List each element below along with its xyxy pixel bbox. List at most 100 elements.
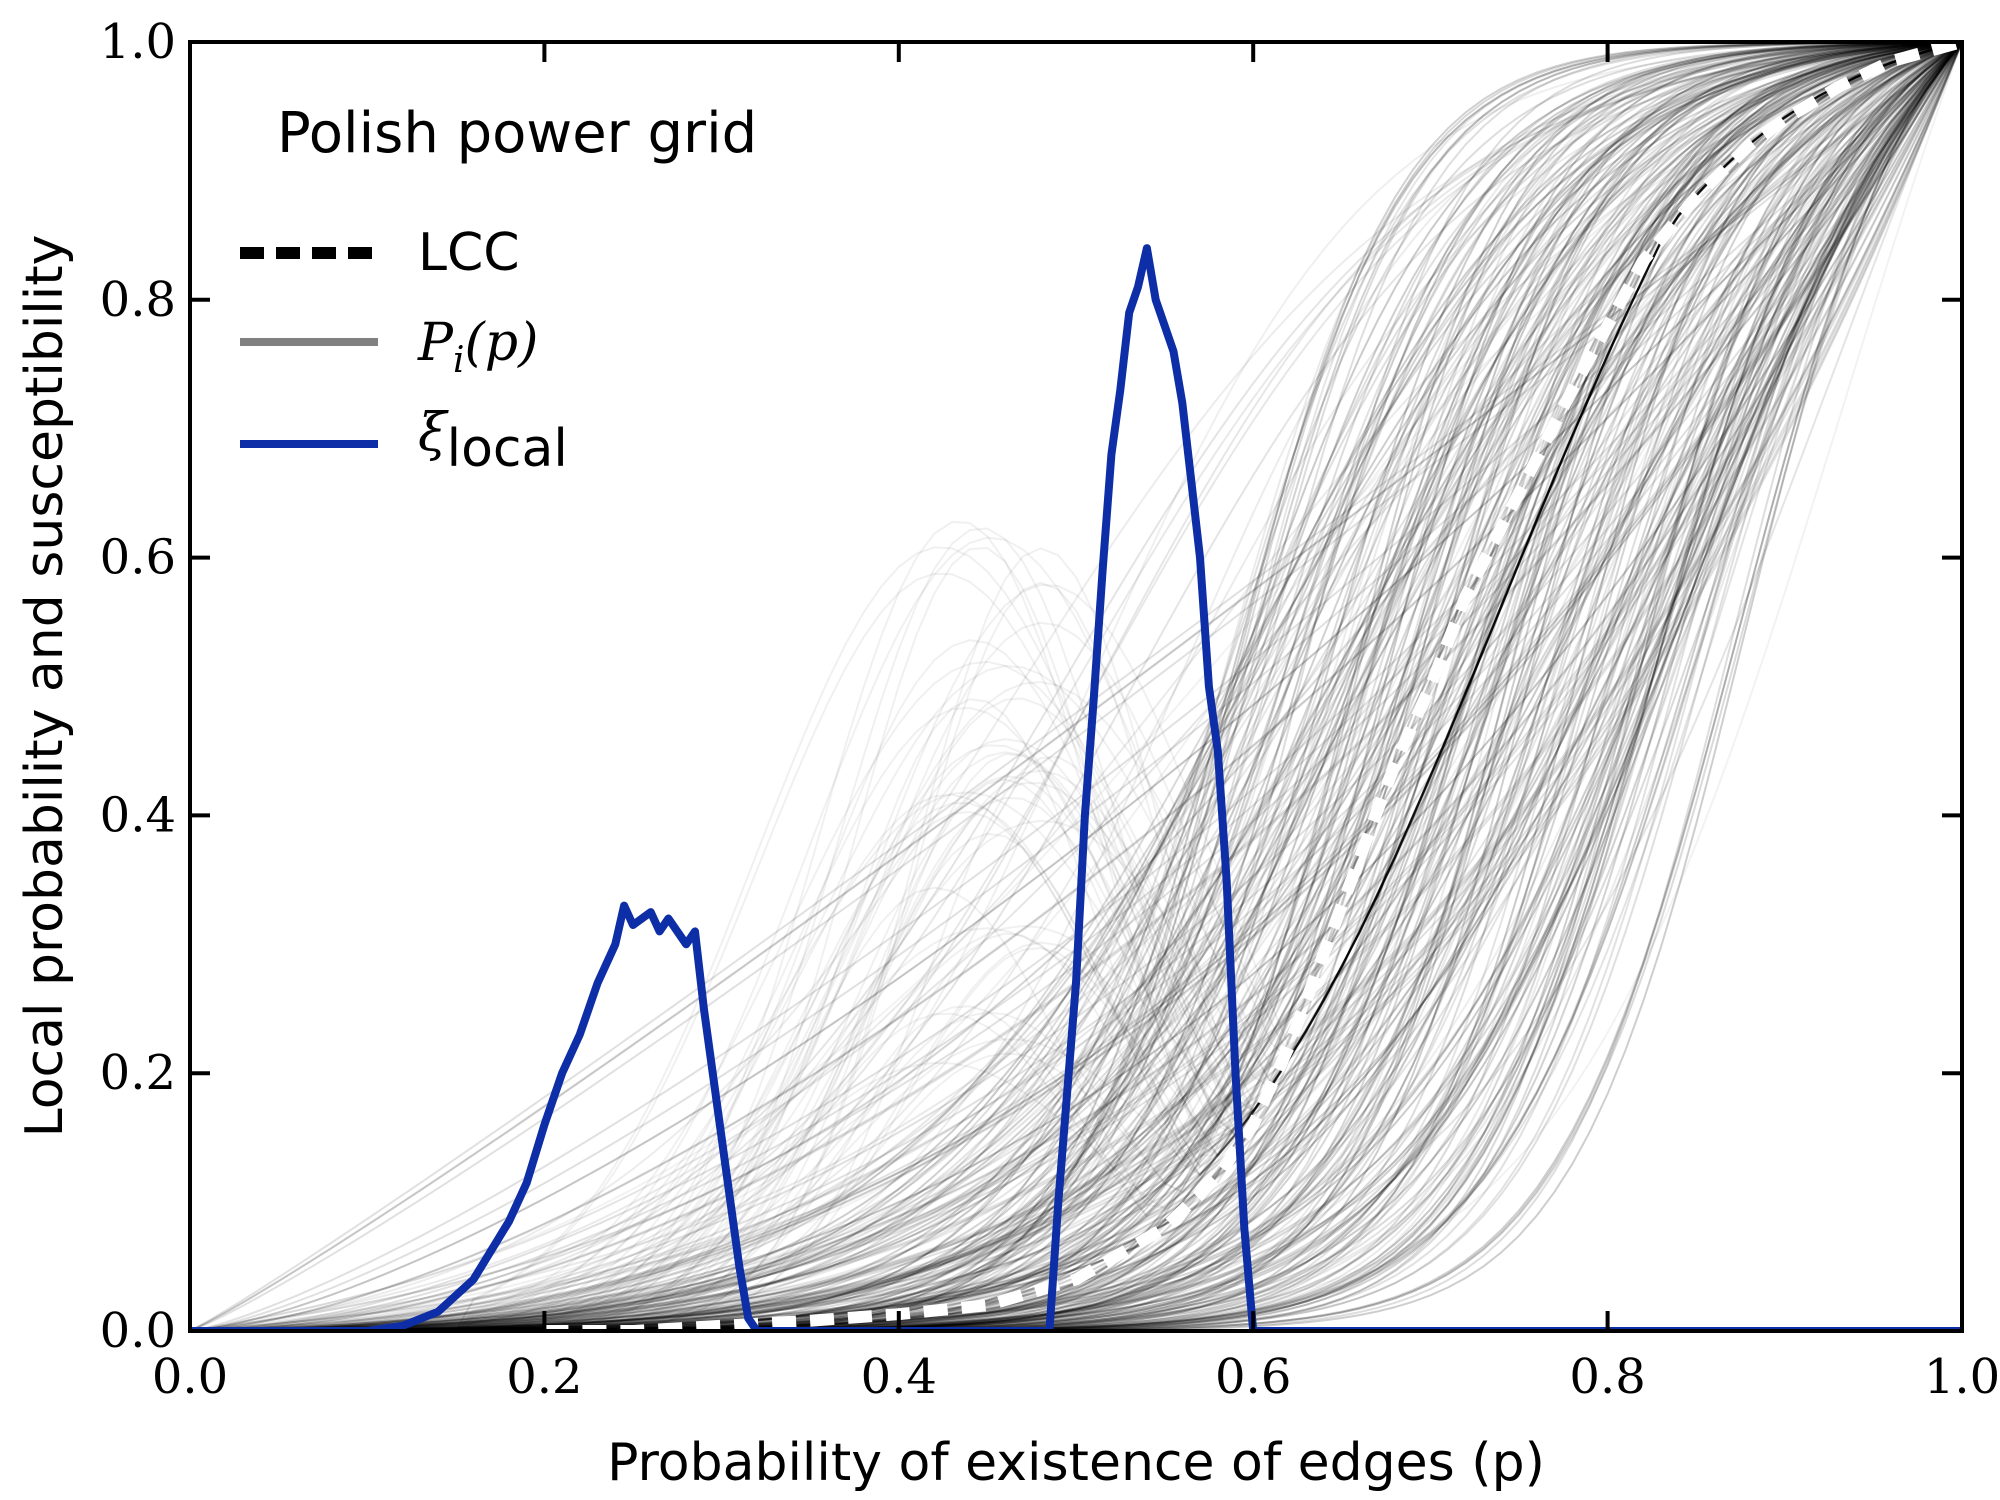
node-curve	[190, 42, 1962, 1331]
node-curve-diagonal	[190, 42, 1962, 1331]
node-curve	[190, 42, 1962, 1331]
node-curve	[190, 42, 1962, 1331]
node-curve	[190, 42, 1962, 1331]
node-curve-diagonal	[190, 42, 1962, 1331]
node-curve	[190, 42, 1962, 1331]
node-curve	[190, 42, 1962, 1331]
node-curve	[190, 42, 1962, 1331]
node-curve-diagonal	[190, 42, 1962, 1331]
node-curve	[190, 42, 1962, 1331]
series-xi-local-line	[190, 244, 1962, 1331]
node-curve	[190, 42, 1962, 1331]
node-curve	[190, 42, 1962, 1331]
node-curve	[190, 42, 1962, 1331]
node-curve-diagonal	[190, 42, 1962, 1331]
node-curve	[190, 42, 1962, 1331]
node-curve-diagonal	[190, 42, 1962, 1331]
node-curve	[190, 42, 1962, 1331]
node-curve	[190, 42, 1962, 1331]
node-curve-diagonal	[190, 42, 1962, 1331]
node-curve	[190, 42, 1962, 1331]
node-curve	[190, 42, 1962, 1331]
node-curve	[190, 42, 1962, 1331]
node-curve-diagonal	[190, 42, 1962, 1331]
node-curve	[190, 42, 1962, 1331]
node-curve	[190, 42, 1962, 1331]
node-curve	[190, 42, 1962, 1331]
y-tick-label: 0.2	[100, 1045, 176, 1101]
node-curve	[190, 42, 1962, 1331]
node-curve	[190, 42, 1962, 1331]
node-curve	[190, 42, 1962, 1331]
node-curve	[190, 42, 1962, 1331]
node-curve	[190, 42, 1962, 1331]
node-curve	[190, 42, 1962, 1331]
node-curve	[190, 42, 1962, 1331]
y-tick-label: 0.6	[100, 530, 176, 586]
node-curve	[190, 42, 1962, 1331]
node-curve-diagonal	[190, 42, 1962, 1331]
node-curve	[190, 42, 1962, 1331]
node-curve-diagonal	[190, 42, 1962, 1331]
node-curve	[190, 42, 1962, 1331]
node-curve	[190, 42, 1962, 1331]
y-axis-label: Local probability and susceptibility	[15, 235, 75, 1138]
node-curve-diagonal	[190, 42, 1962, 1331]
node-curve	[190, 42, 1962, 1331]
node-curve	[190, 42, 1962, 1331]
node-curve	[190, 42, 1962, 1331]
node-curve	[190, 42, 1962, 1331]
node-curve	[190, 42, 1962, 1331]
node-curve-diagonal	[190, 42, 1962, 1331]
node-curve-diagonal	[190, 42, 1962, 1331]
node-curve	[190, 42, 1962, 1331]
node-curve	[190, 42, 1962, 1331]
node-curve	[190, 42, 1962, 1331]
node-curve-diagonal	[190, 42, 1962, 1331]
node-curve	[190, 42, 1962, 1331]
node-curve-diagonal	[190, 42, 1962, 1331]
node-curve	[190, 42, 1962, 1331]
node-curve-diagonal	[190, 42, 1962, 1331]
y-tick-label: 1.0	[100, 14, 176, 70]
y-tick-label: 0.4	[100, 787, 176, 843]
node-curve	[190, 42, 1962, 1331]
node-curve-diagonal	[190, 42, 1962, 1331]
node-curve	[190, 42, 1962, 1331]
node-curve	[190, 42, 1962, 1331]
node-curve-diagonal	[190, 42, 1962, 1331]
node-curve	[190, 42, 1962, 1331]
node-curve	[190, 42, 1962, 1331]
node-curve	[190, 42, 1962, 1331]
node-curve	[190, 42, 1962, 1331]
y-tick-label: 0.8	[100, 272, 176, 328]
node-curve	[190, 42, 1962, 1331]
x-tick-label: 0.0	[152, 1349, 228, 1405]
node-curve	[190, 42, 1962, 1331]
x-axis-label: Probability of existence of edges (p)	[607, 1433, 1545, 1493]
node-curve	[190, 42, 1962, 1331]
axis-ticks: 0.0 0.2 0.4 0.6 0.8 1.0 0.0 0.2 0.4 0.6 0.8 1.0	[100, 14, 2000, 1405]
node-curve-diagonal	[190, 42, 1962, 1331]
node-curve-diagonal	[190, 42, 1962, 1331]
x-tick-label: 0.8	[1569, 1349, 1645, 1405]
node-curve-diagonal	[190, 42, 1962, 1331]
node-curve	[190, 42, 1962, 1331]
node-curve-diagonal	[190, 42, 1962, 1331]
node-curve	[190, 42, 1962, 1331]
node-curve	[190, 42, 1962, 1331]
node-curve	[190, 42, 1962, 1331]
node-curve	[190, 42, 1962, 1331]
node-curve	[190, 42, 1962, 1331]
node-curve	[190, 42, 1962, 1331]
node-curve	[190, 42, 1962, 1331]
node-curve	[190, 42, 1962, 1331]
node-curve	[190, 42, 1962, 1331]
node-curve	[190, 42, 1962, 1331]
node-curve	[190, 42, 1962, 1331]
node-curve	[190, 42, 1962, 1331]
node-curve	[190, 42, 1962, 1331]
node-curve-diagonal	[190, 42, 1962, 1331]
node-curve	[190, 42, 1962, 1331]
node-curve	[190, 42, 1962, 1331]
